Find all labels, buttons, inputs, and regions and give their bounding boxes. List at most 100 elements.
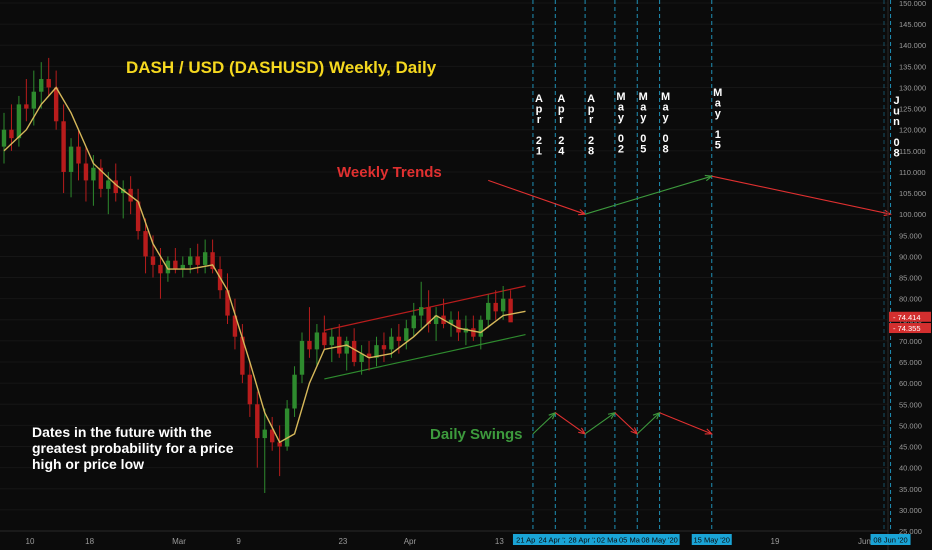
weekly-trend-arrow-head [883,209,892,217]
daily-swing-arrow [614,412,638,435]
date-tag-box [535,534,576,545]
price-tag-box [889,311,931,322]
y-tick-label: 55.000 [899,400,922,409]
price-tag-label: - 74.414 [893,313,921,322]
candle-body [471,328,476,337]
candle-body [419,307,424,316]
candle-body [83,163,89,181]
candle-body [433,315,439,325]
y-tick-label: 115.000 [899,147,926,156]
candle-body [359,353,364,363]
candle-body [426,307,431,325]
candle-body [31,91,36,109]
y-tick-label: 110.000 [899,168,926,177]
daily-swing-arrow-head [704,428,714,435]
candle-body [255,404,260,439]
daily-swing-arrow [554,412,586,435]
y-tick-label: 70.000 [899,337,922,346]
x-tick-label: Mar [172,537,186,546]
date-tag-box [639,534,680,545]
candle-body [61,121,66,172]
date-tag-label: 28 Apr '20 [568,536,602,545]
y-tick-label: 125.000 [899,105,926,114]
candle-body [493,302,498,312]
x-tick-label: Jun [858,537,871,546]
candle-body [351,340,357,363]
y-tick-label: 95.000 [899,231,922,240]
x-tick-label: 18 [85,537,94,546]
candle-body [448,319,454,325]
date-tag-box [691,534,732,545]
date-tag-label: 05 May '20 [619,536,655,545]
candle-body [9,129,14,139]
candle-body [150,256,156,265]
y-tick-label: 105.000 [899,189,926,198]
candle-body [329,336,334,346]
candle-body [165,260,171,274]
x-tick-label: 13 [495,537,504,546]
y-tick-label: 85.000 [899,274,922,283]
candle-body [486,302,491,320]
y-tick-label: 135.000 [899,62,926,71]
date-tag-label: 08 May '20 [641,536,677,545]
x-tick-label: 10 [26,537,35,546]
price-tag-box [889,323,931,334]
candle-body [91,167,96,181]
candle-body [500,298,506,312]
daily-swing-arrow [584,412,616,435]
x-tick-label: 19 [771,537,780,546]
ma-line [3,86,526,444]
weekly-trend-arrow [711,175,891,215]
daily-swings-label: Daily Swings [430,426,523,443]
candle-body [113,180,118,194]
date-tag-label: 24 Apr '20 [539,536,573,545]
candle-body [68,146,74,172]
price-tag-label: - 74.355 [893,324,921,333]
date-tag-label: 02 May '20 [597,536,633,545]
y-tick-label: 50.000 [899,421,922,430]
daily-swing-arrow [636,412,660,435]
weekly-trend-arrow [488,179,586,215]
candle-body [188,256,193,265]
weekly-trends-label: Weekly Trends [337,164,442,181]
date-tag-box [565,534,606,545]
date-tag-box [870,534,911,545]
daily-swing-arrow [532,412,556,435]
y-tick-label: 40.000 [899,464,922,473]
candle-body [46,79,51,88]
y-tick-label: 140.000 [899,41,926,50]
candle-body [344,340,349,354]
candle-body [135,201,141,232]
date-tag-box [512,534,553,545]
y-tick-label: 150.000 [899,0,926,8]
future-date-lines [532,0,892,531]
candle-body [217,269,223,291]
candle-body [262,429,267,439]
y-tick-label: 60.000 [899,379,922,388]
candle-body [180,264,185,270]
candle-body [456,319,461,333]
y-tick-label: 30.000 [899,506,922,515]
date-tag-box [594,534,635,545]
candle-body [158,264,163,274]
candle-body [366,353,372,358]
candle-body [24,104,29,109]
candle-body [508,298,513,323]
candle-body [195,256,200,265]
candle-body [396,336,402,341]
y-tick-label: 45.000 [899,443,922,452]
candle-body [381,345,387,350]
candle-body [337,336,342,354]
grid [0,2,888,532]
y-tick-label: 65.000 [899,358,922,367]
candle-body [404,328,409,341]
date-tag-label: 08 Jun '20 [873,536,907,545]
trend-arrows [488,174,892,435]
y-tick-label: 120.000 [899,126,926,135]
